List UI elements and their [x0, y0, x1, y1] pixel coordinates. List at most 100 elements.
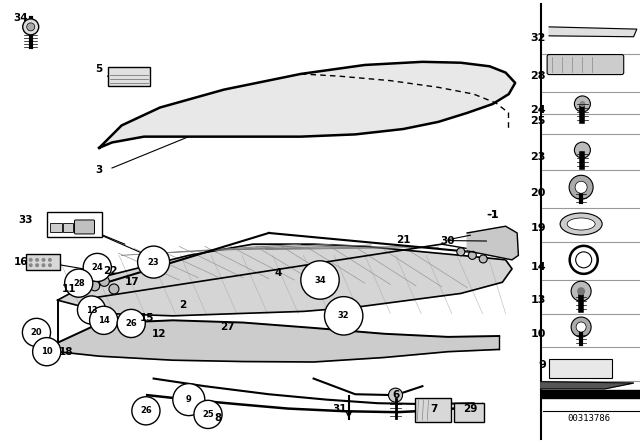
Circle shape — [109, 284, 119, 294]
Text: -1: -1 — [487, 210, 499, 220]
Text: 24: 24 — [92, 263, 103, 272]
Text: 7: 7 — [430, 404, 438, 414]
Circle shape — [90, 306, 118, 334]
FancyBboxPatch shape — [74, 220, 95, 234]
Circle shape — [48, 258, 52, 262]
Circle shape — [324, 297, 363, 335]
Text: 11: 11 — [62, 284, 76, 294]
Circle shape — [33, 338, 61, 366]
Circle shape — [579, 101, 586, 107]
Text: 25: 25 — [531, 116, 546, 126]
Text: 16: 16 — [14, 257, 28, 267]
Polygon shape — [58, 244, 512, 316]
Text: 00313786: 00313786 — [567, 414, 611, 423]
FancyBboxPatch shape — [26, 254, 60, 270]
Circle shape — [576, 322, 586, 332]
Circle shape — [29, 258, 33, 262]
Text: 12: 12 — [152, 329, 166, 339]
Text: 19: 19 — [531, 224, 546, 233]
Text: 9: 9 — [538, 360, 546, 370]
Text: 20: 20 — [531, 188, 546, 198]
Text: 2: 2 — [179, 300, 186, 310]
Text: 15: 15 — [140, 313, 154, 323]
Circle shape — [301, 261, 339, 299]
Text: 24: 24 — [531, 105, 546, 115]
Text: 4: 4 — [275, 268, 282, 278]
Text: 14: 14 — [98, 316, 109, 325]
Circle shape — [23, 19, 38, 35]
Text: 34: 34 — [14, 13, 28, 23]
Circle shape — [29, 263, 33, 267]
Circle shape — [457, 248, 465, 256]
Text: 25: 25 — [202, 410, 214, 419]
Circle shape — [42, 258, 45, 262]
FancyBboxPatch shape — [415, 398, 451, 422]
Text: 30: 30 — [441, 236, 455, 246]
FancyBboxPatch shape — [47, 211, 102, 237]
Text: 8: 8 — [214, 413, 221, 422]
Text: 10: 10 — [531, 329, 546, 339]
Polygon shape — [541, 390, 640, 398]
Text: 9: 9 — [186, 395, 191, 404]
Circle shape — [173, 383, 205, 416]
Circle shape — [132, 397, 160, 425]
Text: 26: 26 — [125, 319, 137, 328]
Polygon shape — [541, 382, 634, 389]
Text: 28: 28 — [531, 71, 546, 81]
FancyBboxPatch shape — [50, 223, 62, 232]
Text: 13: 13 — [86, 306, 97, 314]
Text: 3: 3 — [95, 165, 103, 175]
FancyBboxPatch shape — [108, 67, 150, 86]
Text: 20: 20 — [31, 328, 42, 337]
Text: 6: 6 — [392, 390, 399, 400]
Circle shape — [35, 258, 39, 262]
Text: 33: 33 — [19, 215, 33, 224]
Circle shape — [77, 296, 106, 324]
FancyBboxPatch shape — [549, 358, 612, 378]
FancyBboxPatch shape — [63, 223, 73, 232]
Polygon shape — [58, 320, 499, 362]
Text: 28: 28 — [73, 279, 84, 288]
Polygon shape — [99, 62, 515, 148]
Circle shape — [575, 142, 591, 158]
Circle shape — [194, 401, 222, 428]
Circle shape — [117, 310, 145, 337]
Circle shape — [42, 263, 45, 267]
Text: 22: 22 — [104, 266, 118, 276]
Circle shape — [575, 96, 591, 112]
Text: 32: 32 — [338, 311, 349, 320]
Text: 18: 18 — [59, 347, 73, 357]
Text: 17: 17 — [125, 277, 140, 287]
Circle shape — [479, 255, 487, 263]
Text: 14: 14 — [531, 262, 546, 271]
Text: 34: 34 — [314, 276, 326, 284]
Polygon shape — [467, 226, 518, 260]
Circle shape — [83, 254, 111, 281]
Ellipse shape — [567, 218, 595, 230]
Circle shape — [48, 263, 52, 267]
Text: 27: 27 — [220, 322, 234, 332]
Circle shape — [468, 251, 476, 259]
Circle shape — [22, 319, 51, 346]
Polygon shape — [549, 27, 637, 37]
Circle shape — [575, 181, 587, 193]
FancyBboxPatch shape — [454, 403, 484, 422]
Text: 26: 26 — [140, 406, 152, 415]
Circle shape — [388, 388, 403, 402]
FancyBboxPatch shape — [547, 55, 624, 74]
Text: 29: 29 — [463, 404, 477, 414]
Circle shape — [27, 23, 35, 31]
Ellipse shape — [560, 213, 602, 235]
Text: 23: 23 — [531, 152, 546, 162]
Text: 32: 32 — [531, 33, 546, 43]
Text: 5: 5 — [95, 65, 103, 74]
Circle shape — [571, 317, 591, 337]
Text: 31: 31 — [332, 404, 346, 414]
Circle shape — [571, 281, 591, 301]
Text: 13: 13 — [531, 295, 546, 305]
Circle shape — [35, 263, 39, 267]
Text: 10: 10 — [41, 347, 52, 356]
Text: -1: -1 — [486, 210, 499, 220]
Circle shape — [99, 276, 109, 286]
Text: 23: 23 — [148, 258, 159, 267]
